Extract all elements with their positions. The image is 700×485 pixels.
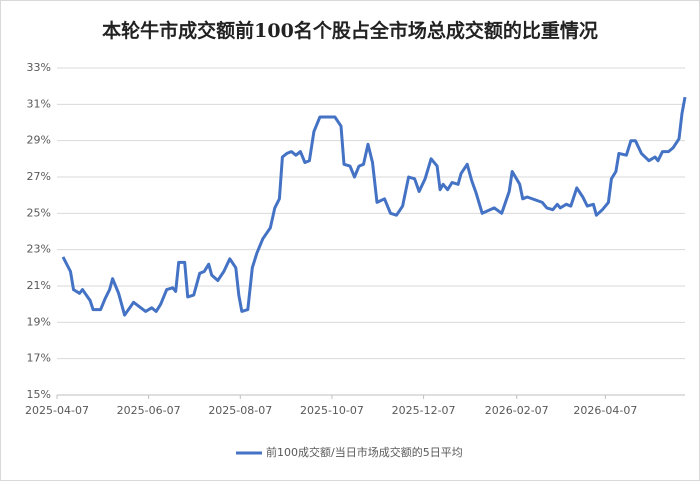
x-tick-label: 2025-06-07 [117,404,181,417]
chart-title: 本轮牛市成交额前100名个股占全市场总成交额的比重情况 [102,19,598,42]
y-tick-label: 31% [27,97,51,110]
y-tick-label: 27% [27,170,51,183]
x-tick-label: 2025-12-07 [392,404,456,417]
x-tick-label: 2025-08-07 [208,404,272,417]
x-tick-label: 2025-04-07 [25,404,89,417]
y-tick-label: 21% [27,279,51,292]
x-tick-label: 2025-10-07 [300,404,364,417]
y-tick-label: 17% [27,352,51,365]
y-tick-label: 19% [27,315,51,328]
y-tick-label: 33% [27,61,51,74]
y-tick-label: 29% [27,134,51,147]
y-tick-label: 25% [27,206,51,219]
data-line [61,96,687,317]
x-tick-label: 2026-04-07 [573,404,637,417]
y-tick-label: 15% [27,388,51,401]
legend-label: 前100成交额/当日市场成交额的5日平均 [266,445,463,459]
x-tick-label: 2026-02-07 [485,404,549,417]
y-tick-label: 23% [27,243,51,256]
